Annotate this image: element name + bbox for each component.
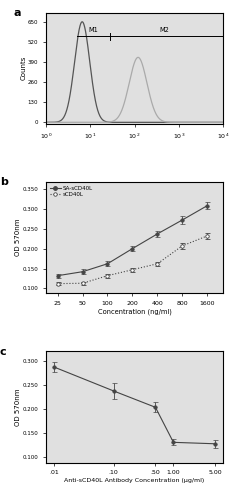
Text: M1: M1 xyxy=(88,26,98,32)
Y-axis label: OD 570nm: OD 570nm xyxy=(15,388,21,426)
Text: M2: M2 xyxy=(159,26,169,32)
X-axis label: Concentration (ng/ml): Concentration (ng/ml) xyxy=(98,308,172,315)
Y-axis label: Counts: Counts xyxy=(20,56,26,80)
Text: c: c xyxy=(0,346,6,356)
Text: b: b xyxy=(0,178,8,188)
Y-axis label: OD 570nm: OD 570nm xyxy=(15,219,21,256)
Legend: SA-sCD40L, sCD40L: SA-sCD40L, sCD40L xyxy=(49,184,94,198)
X-axis label: Anti-sCD40L Antibody Concentration (μg/ml): Anti-sCD40L Antibody Concentration (μg/m… xyxy=(64,478,205,483)
Text: a: a xyxy=(14,8,21,18)
